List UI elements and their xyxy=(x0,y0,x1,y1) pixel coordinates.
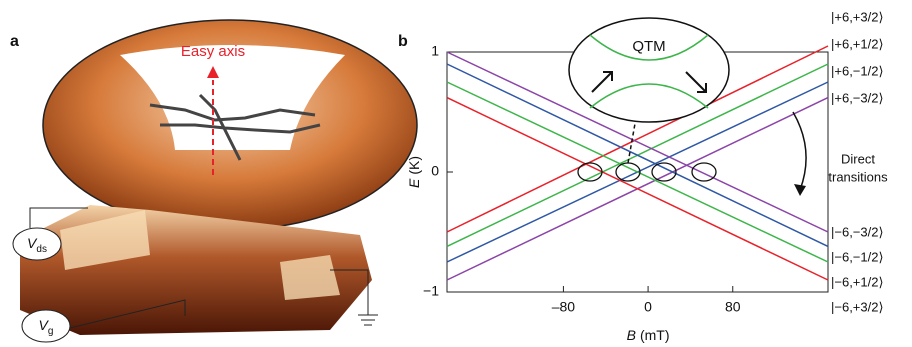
transitions-label: Direct xyxy=(841,151,875,166)
chart: –80 0 80 −1 0 1 |+6,+3/2⟩ |+6,+1/2⟩ |+6,−1/2⟩ |+6… xyxy=(406,9,888,342)
v-symbol: V xyxy=(27,235,38,251)
vds-label: Vds xyxy=(27,235,47,255)
y-tick-label: 1 xyxy=(431,43,439,59)
state-label: |−6,−1/2⟩ xyxy=(831,249,884,264)
anticrossing xyxy=(589,83,709,109)
easy-axis-label: Easy axis xyxy=(181,43,245,60)
state-label: |+6,+1/2⟩ xyxy=(831,36,884,51)
x-unit: (mT) xyxy=(640,327,670,343)
series-line xyxy=(446,96,829,281)
qtm-label: QTM xyxy=(632,38,665,55)
state-label: |+6,−3/2⟩ xyxy=(831,90,884,105)
inset-link xyxy=(627,117,637,164)
arrowhead xyxy=(794,184,806,196)
arrow xyxy=(685,71,707,93)
crossing-marker xyxy=(651,162,677,182)
anticrossing xyxy=(589,34,709,61)
v-sub: g xyxy=(48,326,54,337)
vds-circle xyxy=(12,227,62,261)
x-axis-label: B (mT) xyxy=(627,327,670,343)
wire xyxy=(29,207,88,228)
molecule xyxy=(149,93,321,161)
y-symbol: E xyxy=(406,178,422,188)
state-label: |−6,−3/2⟩ xyxy=(831,224,884,239)
vg-circle xyxy=(21,309,71,343)
series-line xyxy=(446,45,829,233)
series-line xyxy=(446,81,829,263)
x-symbol: B xyxy=(627,327,636,343)
crossing-marker xyxy=(577,162,603,182)
wire xyxy=(69,299,186,329)
electrode xyxy=(280,255,340,300)
series-line xyxy=(446,51,829,233)
electrode xyxy=(60,210,150,270)
v-symbol: V xyxy=(39,317,50,333)
arrow xyxy=(207,66,219,78)
arrow xyxy=(591,71,613,93)
qtm-inset xyxy=(568,17,730,123)
y-unit: (K) xyxy=(406,156,422,175)
state-label: |−6,+3/2⟩ xyxy=(831,299,884,314)
y-tick-label: −1 xyxy=(423,283,439,299)
panel-label: a xyxy=(10,33,19,50)
transition-arrow xyxy=(792,111,807,191)
ground xyxy=(358,314,378,326)
v-sub: ds xyxy=(36,244,47,255)
x-tick-label: –80 xyxy=(552,299,576,315)
state-label: |+6,−1/2⟩ xyxy=(831,63,884,78)
panel-label: b xyxy=(398,33,408,50)
vg-label: Vg xyxy=(39,317,54,337)
series-line xyxy=(446,63,829,248)
state-label: |+6,+3/2⟩ xyxy=(831,9,884,24)
y-axis-label: E (K) xyxy=(406,156,422,188)
crossing-marker xyxy=(691,162,717,182)
state-label: |−6,+1/2⟩ xyxy=(831,274,884,289)
x-tick-label: 80 xyxy=(725,299,741,315)
transitions-label: transitions xyxy=(828,169,888,184)
x-tick-label: 0 xyxy=(644,299,652,315)
wire xyxy=(330,269,369,315)
y-tick-label: 0 xyxy=(431,163,439,179)
